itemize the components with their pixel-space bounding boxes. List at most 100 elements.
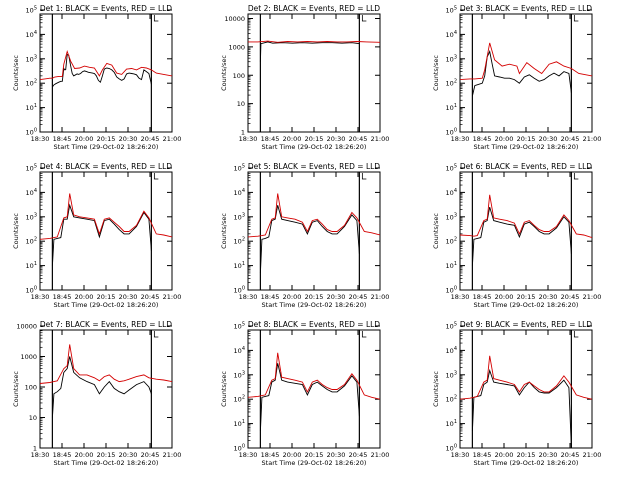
x-tick-label: 20:45 — [349, 451, 368, 459]
series-line-events — [52, 53, 152, 88]
marker-bracket — [361, 173, 367, 180]
x-axis-label: Start Time (29-Oct-02 18:26:20) — [474, 459, 579, 467]
x-axis-label: Start Time (29-Oct-02 18:26:20) — [262, 459, 367, 467]
plot-title: Det 3: BLACK = Events, RED = LLD — [460, 4, 592, 13]
x-tick-label: 20:30 — [327, 451, 346, 459]
x-tick-label: 18:30 — [239, 293, 258, 301]
y-tick-label: 1 — [241, 129, 245, 137]
x-tick-label: 18:45 — [473, 135, 492, 143]
y-tick-label: 1000 — [20, 353, 37, 361]
detector-plot-4: Det 4: BLACK = Events, RED = LLD 100 101 10… — [12, 162, 181, 309]
y-tick-label: 100 — [446, 444, 457, 453]
x-tick-label: 20:30 — [119, 451, 138, 459]
marker-bracket — [361, 15, 367, 22]
y-axis-label: Counts/sec — [220, 371, 228, 407]
x-tick-label: 20:15 — [517, 293, 536, 301]
plot-title: Det 7: BLACK = Events, RED = LLD — [40, 320, 172, 329]
plot-frame — [247, 13, 381, 133]
y-tick-label: 1 — [33, 445, 37, 453]
x-tick-label: 21:00 — [163, 451, 182, 459]
x-tick-label: 20:15 — [97, 293, 116, 301]
series-line-events — [259, 205, 360, 273]
x-tick-label: 18:30 — [31, 135, 50, 143]
series-line-events — [471, 368, 572, 448]
y-tick-label: 102 — [446, 237, 457, 246]
x-tick-label: 18:30 — [31, 451, 50, 459]
plot-title: Det 1: BLACK = Events, RED = LLD — [40, 4, 172, 13]
y-tick-label: 102 — [446, 79, 457, 88]
plot-title: Det 6: BLACK = Events, RED = LLD — [460, 162, 592, 171]
y-tick-label: 103 — [26, 212, 37, 221]
y-tick-label: 103 — [26, 54, 37, 63]
x-tick-label: 18:45 — [473, 293, 492, 301]
x-axis-label: Start Time (29-Oct-02 18:26:20) — [54, 301, 159, 309]
x-tick-label: 20:30 — [327, 293, 346, 301]
x-tick-label: 21:00 — [371, 451, 390, 459]
x-tick-label: 20:00 — [75, 135, 94, 143]
y-tick-label: 101 — [26, 261, 37, 270]
x-tick-label: 20:15 — [305, 293, 324, 301]
y-tick-label: 103 — [446, 54, 457, 63]
y-tick-label: 100 — [446, 286, 457, 295]
x-tick-label: 18:45 — [261, 135, 280, 143]
y-tick-label: 104 — [446, 188, 457, 197]
detector-plot-3: Det 3: BLACK = Events, RED = LLD 100 101 10… — [432, 4, 601, 151]
x-tick-label: 20:15 — [517, 451, 536, 459]
plot-frame — [39, 171, 173, 291]
x-tick-label: 18:30 — [451, 293, 470, 301]
x-tick-label: 18:45 — [473, 451, 492, 459]
y-tick-label: 104 — [26, 188, 37, 197]
x-tick-label: 18:30 — [31, 293, 50, 301]
y-axis-label: Counts/sec — [220, 55, 228, 91]
series-line-events — [471, 50, 572, 97]
series-line-events — [471, 206, 572, 266]
x-axis-label: Start Time (29-Oct-02 18:26:20) — [474, 301, 579, 309]
x-tick-label: 20:45 — [141, 451, 160, 459]
x-tick-label: 20:00 — [75, 293, 94, 301]
y-tick-label: 104 — [26, 30, 37, 39]
y-tick-label: 1000 — [228, 43, 245, 51]
y-tick-label: 10000 — [16, 323, 37, 331]
y-tick-label: 104 — [234, 188, 245, 197]
y-axis-label: Counts/sec — [432, 371, 440, 407]
series-line-lld — [40, 344, 172, 384]
x-tick-label: 21:00 — [163, 135, 182, 143]
x-tick-label: 20:00 — [283, 451, 302, 459]
y-tick-label: 105 — [26, 164, 37, 173]
plot-frame — [247, 171, 381, 291]
y-tick-label: 100 — [233, 72, 245, 80]
y-tick-label: 102 — [446, 395, 457, 404]
y-tick-label: 105 — [26, 6, 37, 15]
marker-bracket — [361, 331, 367, 338]
plot-frame — [459, 13, 593, 133]
y-axis-label: Counts/sec — [12, 55, 20, 91]
x-tick-label: 20:15 — [97, 451, 116, 459]
x-tick-label: 21:00 — [163, 293, 182, 301]
y-tick-label: 100 — [446, 128, 457, 137]
x-tick-label: 20:45 — [561, 135, 580, 143]
marker-bracket — [153, 331, 159, 338]
series-line-lld — [40, 49, 172, 81]
y-axis-label: Counts/sec — [432, 55, 440, 91]
detector-plot-7: Det 7: BLACK = Events, RED = LLD 1 10 100 10… — [12, 320, 181, 467]
x-tick-label: 20:30 — [539, 451, 558, 459]
y-tick-label: 104 — [446, 346, 457, 355]
plot-title: Det 9: BLACK = Events, RED = LLD — [460, 320, 592, 329]
y-tick-label: 100 — [234, 444, 245, 453]
series-line-lld — [248, 352, 380, 400]
series-line-events — [51, 356, 152, 418]
marker-bracket — [573, 15, 579, 22]
x-tick-label: 20:30 — [327, 135, 346, 143]
y-axis-label: Counts/sec — [12, 371, 20, 407]
y-tick-label: 104 — [446, 30, 457, 39]
x-tick-label: 18:45 — [261, 451, 280, 459]
x-axis-label: Start Time (29-Oct-02 18:26:20) — [54, 143, 159, 151]
x-tick-label: 20:00 — [495, 293, 514, 301]
y-tick-label: 100 — [234, 286, 245, 295]
x-tick-label: 20:00 — [75, 451, 94, 459]
marker-bracket — [153, 173, 159, 180]
y-tick-label: 10 — [29, 414, 37, 422]
x-tick-label: 20:15 — [305, 135, 324, 143]
